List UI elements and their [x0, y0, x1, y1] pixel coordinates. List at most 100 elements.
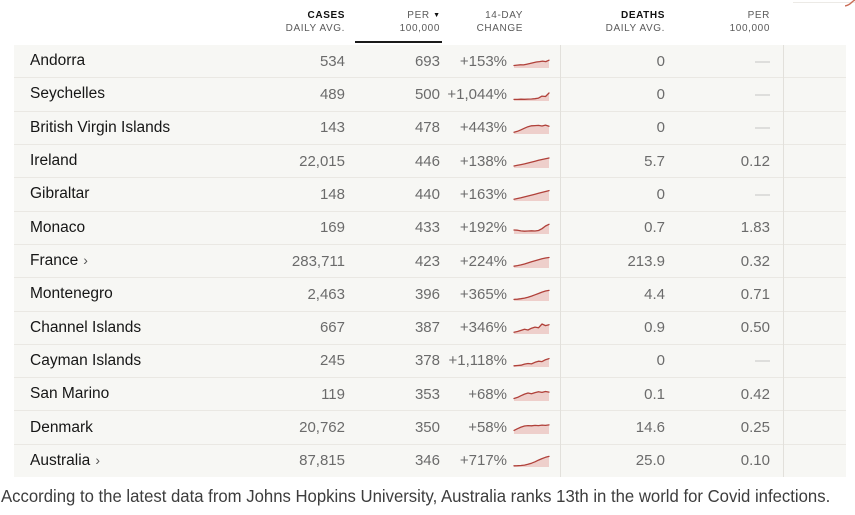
change-14day-cell: +58%: [468, 419, 507, 437]
cases-per-100k-cell: 500: [414, 85, 440, 103]
column-header-deaths-per-100k[interactable]: PER 100,000: [730, 9, 770, 43]
cutoff-sparkline-fragment: [845, 0, 855, 7]
deaths-daily-avg-cell: 0.7: [644, 219, 665, 237]
trend-sparkline: [510, 411, 550, 443]
country-link-chevron-icon: [109, 385, 114, 401]
deaths-daily-avg-cell: 0.9: [644, 319, 665, 337]
table-row: Montenegro 2,463 396 +365% 4.4 0.71: [14, 277, 846, 310]
column-header-14-day-change[interactable]: 14-DAY CHANGE: [477, 9, 523, 43]
cases-per-100k-cell: 440: [414, 185, 440, 203]
trend-sparkline: [510, 345, 550, 377]
country-cell[interactable]: British Virgin Islands: [30, 119, 234, 137]
country-name: Monaco: [30, 218, 86, 236]
cases-daily-avg-cell: 534: [319, 52, 345, 70]
cases-daily-avg-cell: 20,762: [299, 419, 345, 437]
country-cell[interactable]: Monaco: [30, 219, 234, 237]
table-row: Channel Islands 667 387 +346% 0.9 0.50: [14, 310, 846, 344]
country-cell[interactable]: Denmark: [30, 419, 234, 437]
cases-daily-avg-cell: 148: [319, 185, 345, 203]
table-row: Ireland 22,015 446 +138% 5.7 0.12: [14, 143, 846, 177]
column-divider: [783, 45, 784, 477]
deaths-daily-avg-cell: 14.6: [635, 419, 665, 437]
covid-country-table: Andorra 534 693 +153% 0 — Seychelles 489…: [14, 45, 846, 477]
country-cell[interactable]: Cayman Islands: [30, 352, 234, 370]
cases-per-100k-cell: 350: [414, 419, 440, 437]
country-link-chevron-icon: [85, 219, 90, 235]
change-14day-cell: +1,044%: [447, 85, 507, 103]
trend-sparkline: [510, 178, 550, 210]
change-14day-cell: +365%: [459, 285, 507, 303]
country-cell[interactable]: Seychelles: [30, 85, 234, 103]
country-name: Australia: [30, 451, 91, 469]
cases-daily-avg-cell: 143: [319, 119, 345, 137]
cases-daily-avg-cell: 283,711: [291, 252, 345, 270]
country-name: British Virgin Islands: [30, 118, 171, 136]
country-cell[interactable]: France ›: [30, 252, 234, 270]
table-row: Cayman Islands 245 378 +1,118% 0 —: [14, 343, 846, 377]
country-link-chevron-icon: [85, 52, 90, 68]
country-name: Ireland: [30, 152, 78, 170]
country-cell[interactable]: Montenegro: [30, 285, 234, 303]
change-14day-cell: +138%: [459, 152, 507, 170]
deaths-per-100k-cell: —: [755, 52, 770, 70]
deaths-daily-avg-cell: 0: [656, 85, 665, 103]
country-cell[interactable]: San Marino: [30, 385, 234, 403]
table-row: Denmark 20,762 350 +58% 14.6 0.25: [14, 410, 846, 443]
country-link-chevron-icon: [141, 352, 146, 368]
table-row[interactable]: Australia › 87,815 346 +717% 25.0 0.10: [14, 443, 846, 477]
deaths-per-100k-cell: 0.50: [740, 319, 770, 337]
deaths-per-100k-cell: —: [755, 352, 770, 370]
country-link-chevron-icon: [141, 319, 146, 335]
cases-per-100k-cell: 396: [414, 285, 440, 303]
country-name: Andorra: [30, 52, 86, 70]
country-cell[interactable]: Ireland: [30, 152, 234, 170]
column-header-per-100k[interactable]: PER ▼ 100,000: [400, 9, 440, 43]
change-14day-cell: +68%: [468, 385, 507, 403]
country-name: San Marino: [30, 385, 110, 403]
country-cell[interactable]: Andorra: [30, 52, 234, 70]
cases-daily-avg-cell: 667: [319, 319, 345, 337]
column-header-change-label: 14-DAY: [485, 10, 523, 21]
cases-per-100k-cell: 478: [414, 119, 440, 137]
trend-sparkline: [510, 312, 550, 344]
cases-per-100k-cell: 423: [414, 252, 440, 270]
table-row: Seychelles 489 500 +1,044% 0 —: [14, 77, 846, 110]
cases-daily-avg-cell: 22,015: [299, 152, 345, 170]
change-14day-cell: +717%: [459, 452, 507, 470]
column-header-cases[interactable]: CASES DAILY AVG.: [286, 9, 345, 43]
country-link-chevron-icon: ›: [95, 451, 100, 468]
cases-per-100k-cell: 346: [414, 452, 440, 470]
country-link-chevron-icon: [77, 152, 82, 168]
country-name: Cayman Islands: [30, 351, 142, 369]
table-row[interactable]: France › 283,711 423 +224% 213.9 0.32: [14, 243, 846, 277]
table-row: Gibraltar 148 440 +163% 0 —: [14, 177, 846, 210]
cases-daily-avg-cell: 87,815: [299, 452, 345, 470]
deaths-daily-avg-cell: 0.1: [644, 385, 665, 403]
change-14day-cell: +224%: [459, 252, 507, 270]
cases-daily-avg-cell: 119: [321, 385, 345, 403]
trend-sparkline: [510, 278, 550, 310]
column-header-cases-sublabel: DAILY AVG.: [285, 23, 345, 34]
country-cell[interactable]: Australia ›: [30, 452, 234, 470]
column-header-deaths[interactable]: DEATHS DAILY AVG.: [606, 9, 665, 43]
deaths-daily-avg-cell: 0: [656, 52, 665, 70]
cases-daily-avg-cell: 169: [319, 219, 345, 237]
trend-sparkline: [510, 212, 550, 244]
country-cell[interactable]: Channel Islands: [30, 319, 234, 337]
trend-sparkline: [510, 445, 550, 477]
country-link-chevron-icon: [113, 285, 118, 301]
table-row: San Marino 119 353 +68% 0.1 0.42: [14, 377, 846, 410]
country-cell[interactable]: Gibraltar: [30, 185, 234, 203]
cases-per-100k-cell: 387: [414, 319, 440, 337]
country-name: France: [30, 252, 79, 270]
change-14day-cell: +163%: [459, 185, 507, 203]
country-link-chevron-icon: [93, 419, 98, 435]
change-14day-cell: +153%: [459, 52, 507, 70]
change-14day-cell: +1,118%: [448, 352, 507, 370]
column-header-deaths-per-label: PER: [747, 10, 770, 21]
cases-daily-avg-cell: 245: [319, 352, 345, 370]
cases-per-100k-cell: 446: [414, 152, 440, 170]
trend-sparkline: [510, 112, 550, 144]
change-14day-cell: +192%: [459, 219, 507, 237]
deaths-daily-avg-cell: 4.4: [644, 285, 665, 303]
